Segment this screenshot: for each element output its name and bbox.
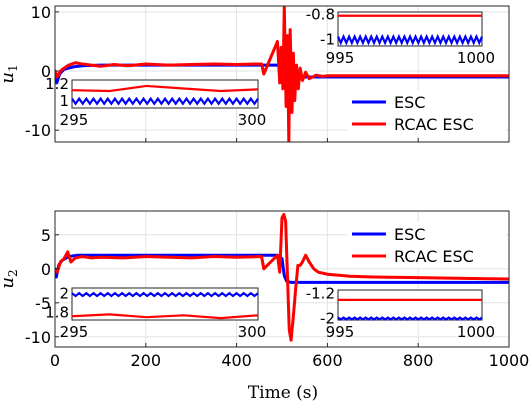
x-tick-label: 200 xyxy=(131,351,162,370)
axes-frame xyxy=(54,210,510,348)
inset-x-tick-label: 295 xyxy=(60,111,89,129)
inset-x-tick-label: 300 xyxy=(238,323,267,341)
x-tick-label: 400 xyxy=(221,351,252,370)
inset-1: -1 -0.8 995 1000 xyxy=(306,6,495,67)
legend-label: ESC xyxy=(394,225,425,244)
legend: ESC RCAC ESC xyxy=(348,222,506,268)
inset-x-tick-label: 995 xyxy=(326,323,355,341)
inset-series-line-esc xyxy=(71,291,259,298)
legend-label: RCAC ESC xyxy=(394,115,474,134)
inset-series-line-rcac-esc xyxy=(71,313,259,320)
inset-y-tick-label: -0.8 xyxy=(306,6,335,24)
y-axis-label-main: u xyxy=(0,277,18,289)
inset-frame xyxy=(337,289,483,321)
inset-x-tick-label: 1000 xyxy=(457,323,495,341)
y-tick-label: -10 xyxy=(25,121,51,140)
axes-frame xyxy=(54,5,510,143)
inset-0: 11.2 295 300 xyxy=(45,75,266,129)
y-tick-label: -5 xyxy=(35,294,51,313)
inset-x-tick-label: 1000 xyxy=(457,49,495,67)
x-tick-label: 0 xyxy=(50,351,60,370)
inset-x-tick-label: 995 xyxy=(326,49,355,67)
inset-series-line-rcac-esc xyxy=(71,84,259,93)
x-tick-label: 800 xyxy=(403,351,434,370)
inset-y-tick-label: 1.8 xyxy=(45,303,69,321)
inset-frame xyxy=(71,79,259,109)
inset-1: -2 -1.2 995 1000 xyxy=(306,285,495,341)
y-axis-label-subscript: 1 xyxy=(6,64,20,72)
inset-x-tick-label: 300 xyxy=(238,111,267,129)
inset-series-line-esc xyxy=(71,96,259,106)
legend: ESC RCAC ESC xyxy=(348,90,506,136)
y-tick-label: -10 xyxy=(25,328,51,347)
y-axis-label: u2 xyxy=(0,269,20,288)
y-tick-label: 0 xyxy=(41,260,51,279)
inset-y-tick-label: 1.2 xyxy=(45,75,69,93)
legend-box xyxy=(348,222,506,268)
legend-box xyxy=(348,90,506,136)
legend-label: ESC xyxy=(394,93,425,112)
inset-y-tick-label: 2 xyxy=(59,285,69,303)
y-axis-label: u1 xyxy=(0,64,20,83)
series-group xyxy=(55,212,509,342)
y-tick-label: 10 xyxy=(31,3,51,22)
x-axis-label: Time (s) xyxy=(248,383,318,403)
series-line-rcac-esc xyxy=(55,212,509,342)
series-line-rcac-esc xyxy=(55,6,509,142)
inset-y-tick-label: -1 xyxy=(320,31,335,49)
legend-label: RCAC ESC xyxy=(394,247,474,266)
series-group xyxy=(55,6,509,142)
y-tick-label: 0 xyxy=(41,62,51,81)
inset-y-tick-label: -2 xyxy=(320,309,335,327)
x-tick-label: 600 xyxy=(312,351,343,370)
inset-0: 1.82 295 300 xyxy=(45,285,266,341)
inset-frame xyxy=(337,11,483,47)
inset-series-line-esc xyxy=(337,316,483,321)
y-axis-label-subscript: 2 xyxy=(6,269,20,277)
panel-u2: 02004006008001000-10-505u21.82295300-2-1… xyxy=(0,210,530,370)
inset-y-tick-label: 1 xyxy=(59,92,69,110)
inset-y-tick-label: -1.2 xyxy=(306,285,335,303)
y-axis-label-main: u xyxy=(0,72,18,84)
y-tick-label: 5 xyxy=(41,226,51,245)
x-tick-label: 1000 xyxy=(489,351,530,370)
inset-series-line-esc xyxy=(336,33,484,46)
inset-x-tick-label: 295 xyxy=(60,323,89,341)
